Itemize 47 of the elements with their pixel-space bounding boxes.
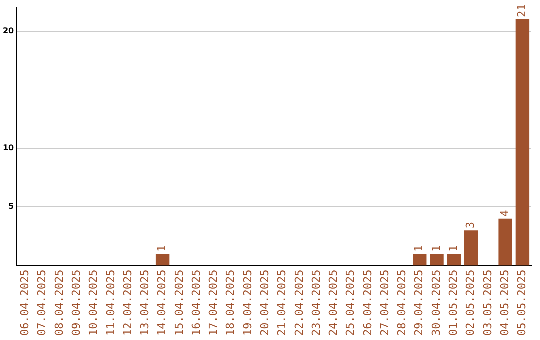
x-tick-label: 18.04.2025 [224,270,238,336]
x-tick-label: 02.05.2025 [464,270,478,336]
y-tick-label: 5 [8,202,15,212]
bar [516,20,530,266]
bar [413,254,427,266]
x-tick-label: 12.04.2025 [121,270,134,336]
x-tick-label: 08.04.2025 [52,270,66,336]
x-tick-label: 21.04.2025 [276,270,289,336]
x-tick-label: 13.04.2025 [138,270,152,336]
x-tick-label: 06.04.2025 [18,270,32,336]
x-tick-label: 30.04.2025 [430,270,443,336]
x-tick-label: 04.05.2025 [498,270,512,336]
x-tick-label: 03.05.2025 [481,270,494,336]
x-tick-label: 05.05.2025 [516,270,529,336]
x-tick-label: 01.05.2025 [447,270,460,336]
x-tick-label: 07.04.2025 [36,270,49,336]
x-tick-label: 19.04.2025 [241,270,254,336]
data-label: 1 [156,245,169,252]
x-tick-label: 26.04.2025 [361,270,374,336]
y-tick-label: 10 [2,144,15,153]
bar [430,254,444,266]
data-label: 1 [447,245,460,252]
data-label: 21 [516,4,529,18]
data-label: 1 [412,245,426,252]
x-tick-label: 11.04.2025 [104,270,118,336]
x-tick-label: 10.04.2025 [87,270,100,336]
x-tick-label: 24.04.2025 [327,270,340,336]
x-tick-label: 27.04.2025 [378,270,392,336]
x-tick-label: 25.04.2025 [344,270,358,336]
x-tick-label: 16.04.2025 [190,270,203,336]
x-tick-label: 29.04.2025 [412,270,426,336]
x-tick-label: 22.04.2025 [292,270,306,336]
x-tick-label: 17.04.2025 [207,270,220,336]
data-label: 3 [464,222,478,229]
bar [498,218,512,266]
data-label: 1 [430,245,443,252]
bar [447,254,462,266]
x-tick-label: 14.04.2025 [156,270,169,336]
bar [464,230,478,266]
y-tick-label: 20 [2,26,15,36]
bar [156,254,170,266]
x-tick-label: 15.04.2025 [172,270,186,336]
data-label: 4 [498,210,512,217]
x-tick-label: 28.04.2025 [396,270,409,336]
x-tick-label: 23.04.2025 [310,270,323,336]
x-tick-label: 20.04.2025 [258,270,272,336]
x-tick-label: 09.04.2025 [70,270,83,336]
